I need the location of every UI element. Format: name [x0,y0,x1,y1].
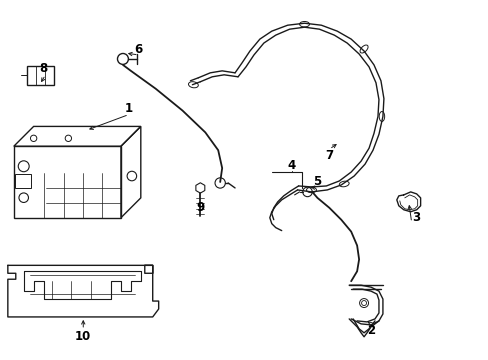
Text: 2: 2 [366,324,374,337]
Text: 7: 7 [325,149,333,162]
Text: 4: 4 [287,159,295,172]
Text: 9: 9 [196,201,204,214]
Text: 5: 5 [313,175,321,189]
Text: 10: 10 [75,330,91,343]
Text: 6: 6 [134,42,142,55]
Text: 3: 3 [412,211,420,224]
Text: 8: 8 [40,62,48,75]
Text: 1: 1 [124,102,133,115]
